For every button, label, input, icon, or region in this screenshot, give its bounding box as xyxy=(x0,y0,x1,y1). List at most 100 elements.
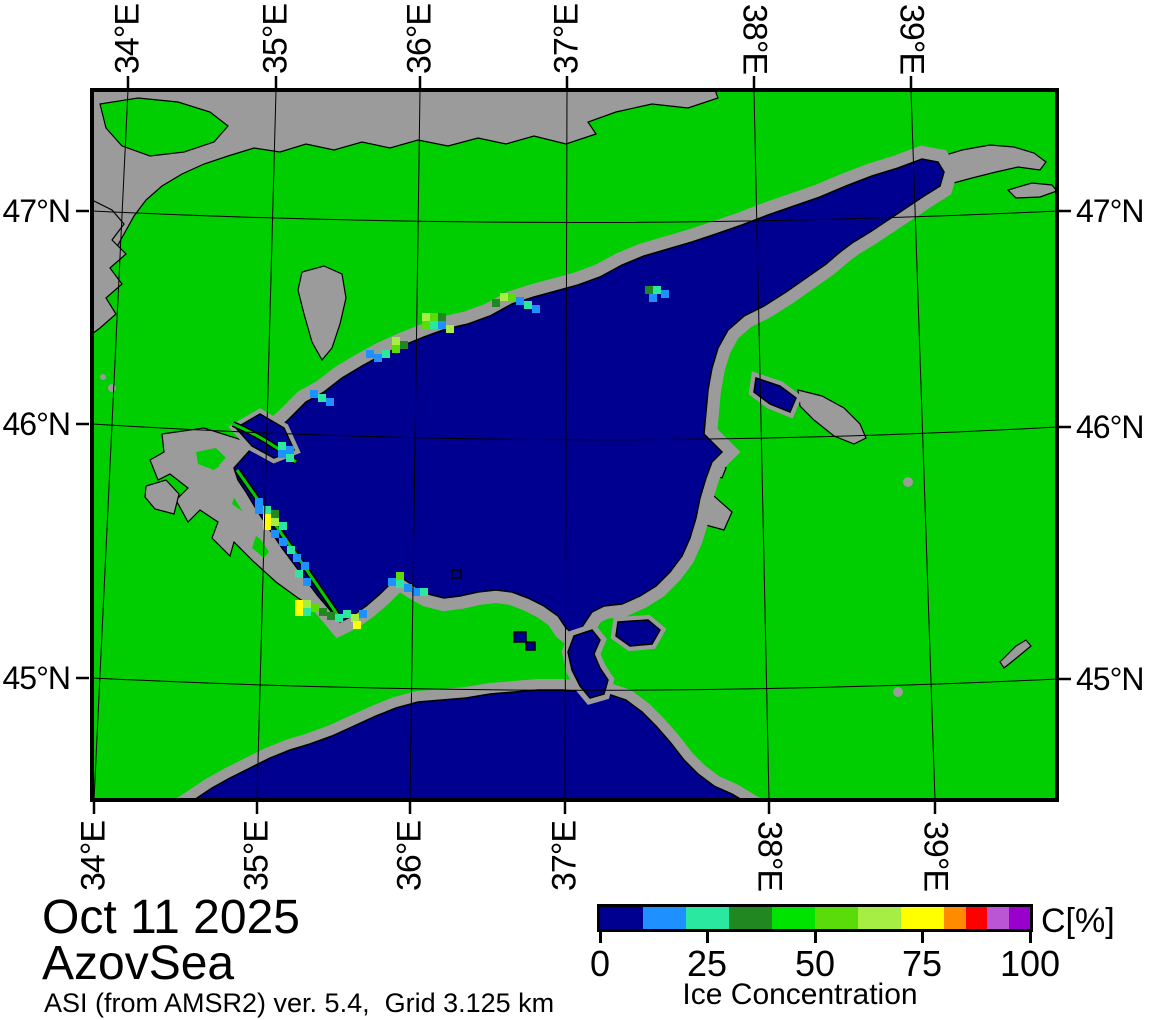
ice-concentration-colorbar xyxy=(597,904,1033,932)
ice-pixel xyxy=(327,612,335,620)
ice-pixel xyxy=(438,321,446,329)
map-source-note: ASI (from AMSR2) ver. 5.4, Grid 3.125 km xyxy=(44,988,555,1018)
inland-lake-zone xyxy=(144,479,180,515)
ice-pixel xyxy=(374,354,382,362)
ice-pixel xyxy=(420,588,428,596)
ice-pixel xyxy=(446,325,454,333)
map-layers xyxy=(92,90,1057,800)
map-region-title: AzovSea xyxy=(42,937,235,990)
ice-pixel xyxy=(255,498,263,506)
ice-pixel xyxy=(271,510,279,518)
sea-ice-pixel-layer xyxy=(255,286,669,629)
colorbar-unit-label: C[%] xyxy=(1041,902,1115,940)
beisug-liman-water xyxy=(753,377,797,413)
colorbar-tick-label-75: 75 xyxy=(901,943,943,984)
top-axis-label-34e: 34°E xyxy=(108,3,147,75)
ice-pixel xyxy=(295,608,303,616)
colorbar-segment xyxy=(815,907,858,929)
ice-pixel xyxy=(310,390,318,398)
kerch-strait-water xyxy=(567,629,609,699)
parallel-47n xyxy=(92,210,1057,223)
ice-pixel xyxy=(438,313,446,321)
meridian-38e xyxy=(753,90,770,800)
ice-pixel xyxy=(271,530,279,538)
bottom-axis-label-35e: 35°E xyxy=(237,820,276,892)
bottom-axis-label-34e: 34°E xyxy=(74,820,113,892)
ice-pixel xyxy=(661,290,669,298)
azov-sea-water xyxy=(233,158,945,638)
ice-pixel xyxy=(422,321,430,329)
ice-pixel xyxy=(500,293,508,301)
northeast-river-zone xyxy=(1006,182,1057,199)
colorbar-segment xyxy=(987,907,1009,929)
right-axis-label-45n: 45°N xyxy=(1076,661,1145,697)
ice-pixel xyxy=(430,321,438,329)
map-frame xyxy=(90,88,1059,802)
top-axis-label-35e: 35°E xyxy=(256,3,295,75)
ice-pixel xyxy=(301,562,309,570)
top-axis-label-38e: 38°E xyxy=(735,3,774,75)
ice-pixel xyxy=(303,600,311,608)
left-axis-label-46n: 46°N xyxy=(2,406,72,442)
colorbar-segment xyxy=(686,907,729,929)
left-axis-label-47n: 47°N xyxy=(2,193,72,229)
colorbar-tick-0 xyxy=(599,932,602,943)
ice-pixel xyxy=(404,584,412,592)
bottom-axis-label-39e: 39°E xyxy=(916,820,955,892)
colorbar-caption: Ice Concentration xyxy=(682,978,918,1011)
arabat-spit xyxy=(235,469,343,621)
ice-pixel xyxy=(400,341,408,349)
molochna-liman xyxy=(297,265,347,362)
meridian-39e xyxy=(910,90,936,800)
sivash-island xyxy=(252,536,272,558)
ice-pixel xyxy=(295,570,303,578)
bottom-axis-label-37e: 37°E xyxy=(545,820,584,892)
colorbar-tick-25 xyxy=(706,932,709,943)
ice-pixel xyxy=(263,506,271,514)
top-axis-label-39e: 39°E xyxy=(892,3,931,75)
colorbar-segment xyxy=(729,907,772,929)
ice-pixel xyxy=(492,299,500,307)
ice-pixel xyxy=(343,610,351,618)
ice-pixel xyxy=(392,337,400,345)
colorbar-tick-50 xyxy=(814,932,817,943)
ice-pixel xyxy=(645,286,653,294)
ice-pixel xyxy=(263,514,271,522)
graticule xyxy=(92,90,1057,800)
ice-pixel xyxy=(532,305,540,313)
ice-pixel xyxy=(286,454,294,462)
ice-pixel xyxy=(278,450,286,458)
ice-pixel xyxy=(293,554,301,562)
colorbar-tick-label-50: 50 xyxy=(794,943,836,984)
bottom-axis-label-38e: 38°E xyxy=(750,820,789,892)
ice-pixel xyxy=(396,572,404,580)
ice-pixel xyxy=(524,301,532,309)
colorbar-segment xyxy=(1008,907,1030,929)
colorbar-tick-label-100: 100 xyxy=(999,943,1061,984)
ice-pixel xyxy=(353,621,361,629)
ice-pixel xyxy=(516,297,524,305)
colorbar-segment xyxy=(772,907,815,929)
colorbar-tick-label-25: 25 xyxy=(686,943,728,984)
ice-pixel xyxy=(319,608,327,616)
small-lake xyxy=(100,374,106,380)
ice-pixel xyxy=(653,286,661,294)
ice-pixel xyxy=(351,614,359,622)
right-axis-label-46n: 46°N xyxy=(1076,409,1145,445)
meridian-34e xyxy=(93,90,129,800)
left-axis-label-45n: 45°N xyxy=(2,660,72,696)
ice-pixel xyxy=(279,538,287,546)
ice-pixel xyxy=(279,522,287,530)
ice-pixel xyxy=(295,600,303,608)
colorbar-tick-label-0: 0 xyxy=(589,943,611,984)
ice-pixel xyxy=(366,350,374,358)
ice-pixel xyxy=(263,522,271,530)
ice-pixel xyxy=(388,578,396,586)
meridian-36e xyxy=(409,90,421,800)
ice-pixel xyxy=(412,588,420,596)
ice-pixel xyxy=(286,446,294,454)
ice-pixel xyxy=(326,398,334,406)
colorbar-segment xyxy=(858,907,901,929)
ice-pixel xyxy=(287,546,295,554)
